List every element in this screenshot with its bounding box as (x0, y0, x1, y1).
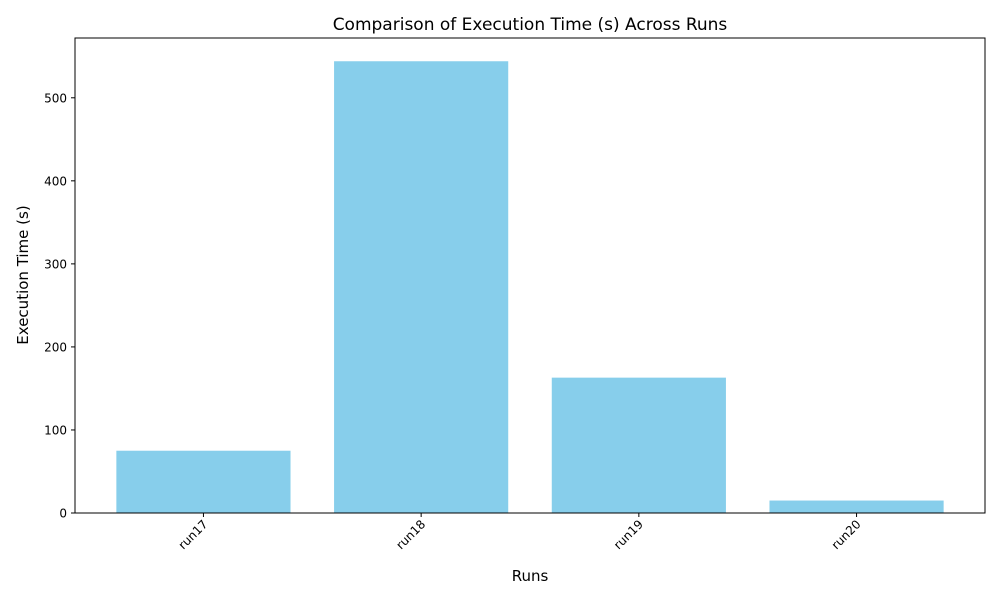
y-axis-ticks: 0 100 200 300 400 500 (44, 91, 75, 521)
x-axis-label: Runs (512, 567, 549, 585)
bars-group (116, 61, 944, 514)
y-tick-label: 200 (44, 340, 67, 354)
y-tick-label: 100 (44, 423, 67, 437)
bar-run20 (769, 500, 944, 513)
x-tick-label: run17 (176, 517, 211, 552)
bar-run17 (116, 450, 291, 513)
y-tick-label: 300 (44, 257, 67, 271)
x-tick-label: run19 (611, 517, 646, 552)
x-axis-ticks: run17 run18 run19 run20 (176, 513, 864, 552)
y-tick-label: 500 (44, 91, 67, 105)
chart-title: Comparison of Execution Time (s) Across … (333, 15, 728, 35)
y-tick-label: 0 (59, 507, 67, 521)
bar-run18 (334, 61, 509, 514)
x-tick-label: run18 (393, 517, 428, 552)
y-tick-label: 400 (44, 174, 67, 188)
x-tick-label: run20 (829, 517, 864, 552)
plot-frame (74, 37, 986, 514)
bar-run19 (551, 377, 726, 513)
y-axis-label: Execution Time (s) (14, 205, 32, 344)
